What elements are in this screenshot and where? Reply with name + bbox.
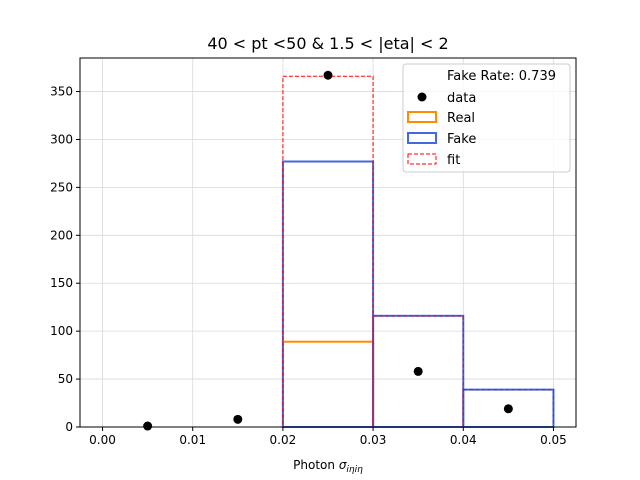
legend-header: Fake Rate: 0.739 [447,69,556,84]
plot-frame [79,57,577,428]
y-tick-label: 0 [65,420,73,434]
x-tick-label: 0.04 [450,433,477,447]
fit-bar [462,389,554,428]
y-tick-label: 150 [50,276,73,290]
legend-label-fit: fit [447,153,460,168]
data-point [143,421,153,431]
x-tick-label: 0.02 [270,433,297,447]
legend-box [402,63,571,173]
y-tick-label: 350 [50,85,73,99]
fit-bar [282,75,374,428]
legend-patch-real [407,111,437,123]
data-points [143,70,513,431]
x-axis-label: Photon σiηiη [293,458,363,475]
y-axis-ticks: 0 50 100 150 200 250 300 350 [50,85,80,434]
chart-title: 40 < pt <50 & 1.5 < |eta| < 2 [207,34,448,53]
data-point [323,70,333,80]
legend-patch-fit [407,153,437,165]
y-tick-label: 50 [58,372,73,386]
legend-label-data: data [447,91,476,106]
legend-label-real: Real [447,111,475,126]
y-tick-label: 100 [50,324,73,338]
x-tick-label: 0.00 [89,433,116,447]
data-point [413,366,423,376]
y-tick-label: 200 [50,228,73,242]
fake-bar [281,160,375,428]
legend-patch-fake [407,132,437,144]
legend: Fake Rate: 0.739 data Real Fake fit [402,63,571,173]
x-axis-ticks: 0.00 0.01 0.02 0.03 0.04 0.05 [89,427,567,447]
y-tick-label: 250 [50,180,73,194]
y-tick-label: 300 [50,132,73,146]
legend-marker-data [417,92,427,102]
x-tick-label: 0.01 [179,433,206,447]
x-tick-label: 0.05 [540,433,567,447]
x-tick-label: 0.03 [360,433,387,447]
legend-label-fake: Fake [447,132,476,147]
real-bar [281,340,375,428]
data-point [233,414,243,424]
data-point [503,404,513,414]
